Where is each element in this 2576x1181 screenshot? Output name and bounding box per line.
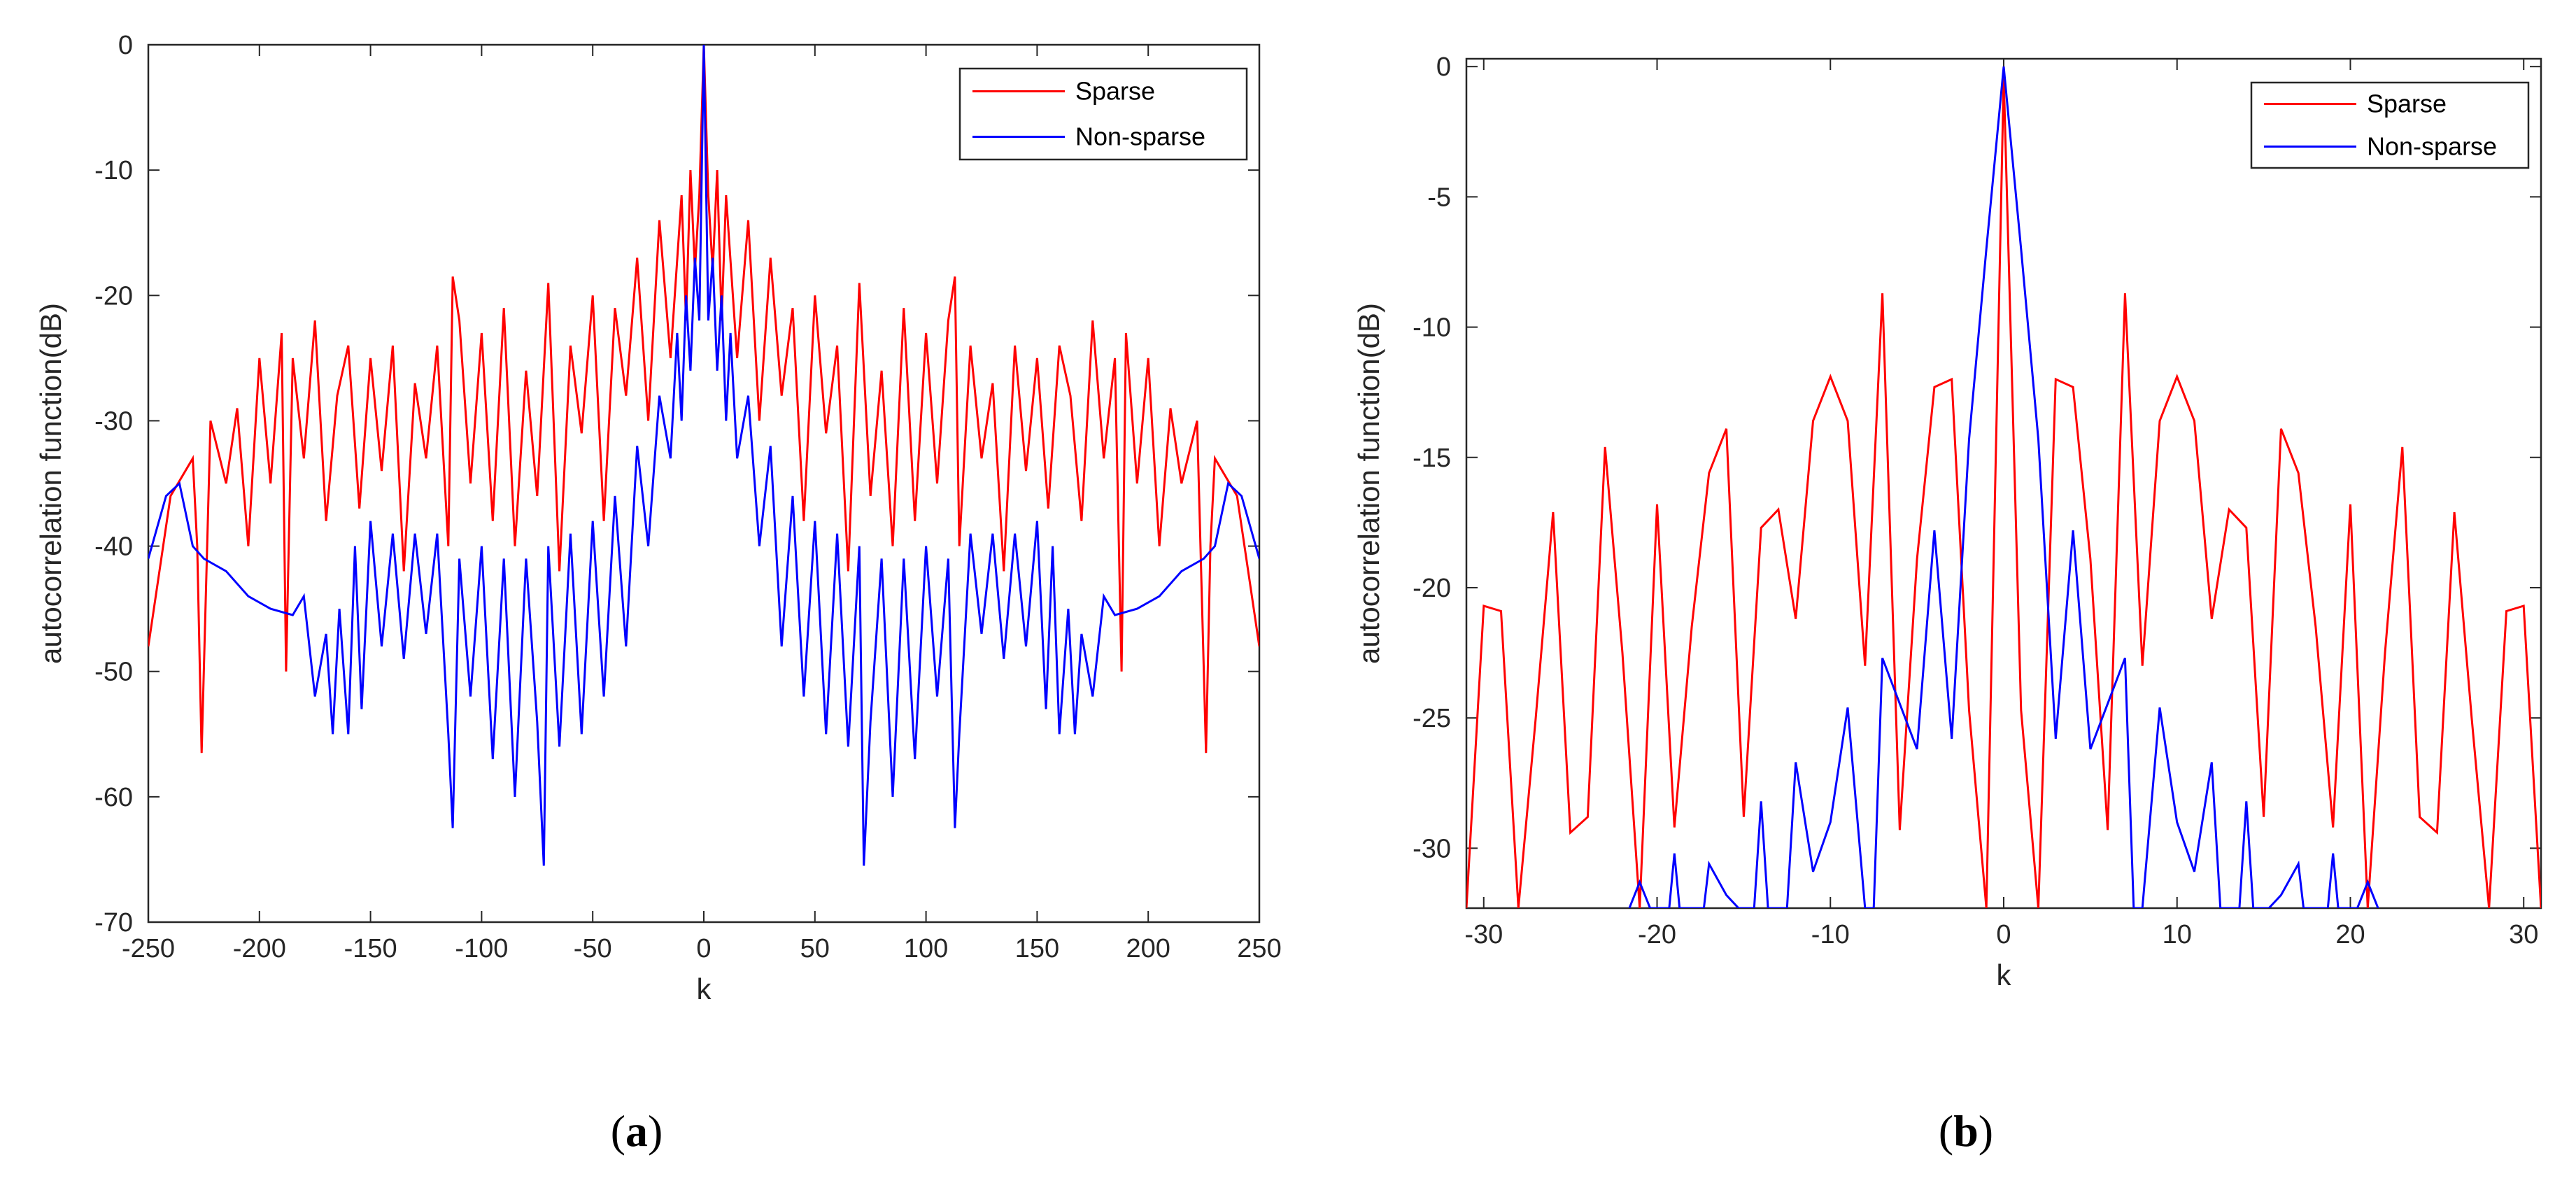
legend: Sparse Non-sparse: [2250, 81, 2530, 169]
x-tick-label: -200: [233, 934, 286, 963]
y-tick-label: -30: [94, 406, 133, 436]
x-tick-label: 10: [2163, 920, 2192, 949]
x-tick-label: -50: [574, 934, 612, 963]
panel-b-caption: (b): [1939, 1106, 1993, 1156]
series-lines: [1466, 66, 2541, 908]
legend-label: Sparse: [1075, 77, 1155, 106]
y-tick-label: -20: [1413, 574, 1451, 603]
y-tick-label: -50: [94, 658, 133, 687]
x-tick-label: -250: [122, 934, 175, 963]
x-tick-label: -30: [1464, 920, 1503, 949]
x-tick-label: 50: [800, 934, 830, 963]
legend-box: [958, 67, 1248, 161]
series-line-sparse: [148, 45, 1259, 754]
y-tick-label: -70: [94, 908, 133, 938]
plot-area-frame: [1465, 57, 2542, 910]
x-axis-label: k: [697, 973, 712, 1005]
x-tick-label: 20: [2335, 920, 2365, 949]
series-line-non-sparse: [148, 45, 1259, 866]
x-tick-label: -150: [344, 934, 397, 963]
series-lines: [148, 45, 1259, 866]
x-tick-label: 30: [2509, 920, 2538, 949]
y-tick-label: -10: [94, 156, 133, 185]
y-axis-label: autocorrelation function(dB): [1352, 303, 1385, 664]
y-tick-label: -25: [1413, 704, 1451, 733]
x-tick-label: 200: [1126, 934, 1170, 963]
x-axis-label: k: [1997, 959, 2012, 991]
panel-a-chart: -250 -200 -150 -100 -50 0 50 100 150 200 250 0 -10 -2…: [34, 31, 1282, 1005]
x-tick-label: 0: [1996, 920, 2011, 949]
y-tick-label: -20: [94, 281, 133, 311]
x-tick-label: 150: [1015, 934, 1059, 963]
y-tick-label: -40: [94, 532, 133, 562]
x-tick-label: 100: [904, 934, 948, 963]
plot-area-frame: [147, 43, 1261, 924]
x-tick-label: -100: [455, 934, 508, 963]
y-tick-label: -30: [1413, 834, 1451, 863]
x-tick-label: -20: [1638, 920, 1676, 949]
legend-label: Sparse: [2367, 90, 2447, 118]
y-tick-label: 0: [1436, 52, 1451, 82]
x-tick-label: 250: [1237, 934, 1281, 963]
legend-box: [2250, 81, 2530, 169]
y-tick-label: -60: [94, 783, 133, 812]
panel-a-caption: (a): [611, 1106, 663, 1156]
y-axis-label: autocorrelation function(dB): [34, 303, 67, 664]
y-tick-label: -15: [1413, 444, 1451, 473]
x-tick-label: -10: [1811, 920, 1850, 949]
series-line-non-sparse: [1628, 66, 2379, 908]
y-tick-label: -5: [1427, 183, 1451, 212]
legend: Sparse Non-sparse: [958, 67, 1248, 161]
y-tick-label: -10: [1413, 313, 1451, 343]
legend-label: Non-sparse: [2367, 132, 2497, 161]
legend-label: Non-sparse: [1075, 122, 1205, 151]
x-tick-label: 0: [696, 934, 711, 963]
y-tick-label: 0: [118, 31, 133, 60]
panel-b-chart: -30 -20 -10 0 10 20 30 0 -5 -10 -15 -20 -25 -30 k autoc…: [1352, 52, 2542, 991]
